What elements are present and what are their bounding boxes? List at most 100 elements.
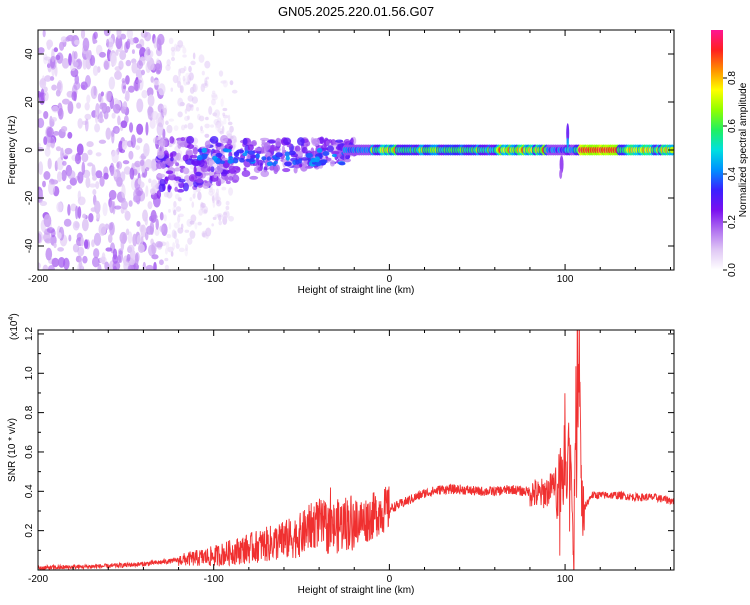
spectrogram-blob <box>136 234 144 247</box>
spectrogram-blob <box>139 159 145 167</box>
spectrogram-blob <box>67 131 73 139</box>
spectrogram-blob <box>158 259 164 266</box>
spectrogram-blob <box>228 176 234 181</box>
spectrogram-blob <box>49 55 57 70</box>
spectrogram-blob <box>119 231 128 244</box>
spectrogram-blob <box>87 149 93 156</box>
spectrogram-blob <box>265 151 271 157</box>
spectrogram-blob <box>147 94 155 107</box>
spectrogram-blob <box>109 200 115 214</box>
spectrogram-blob <box>151 254 159 260</box>
spectrogram-blob <box>82 213 87 219</box>
x-tick-label: -200 <box>28 274 48 285</box>
spectrogram-blob <box>219 160 225 165</box>
spectrogram-blob <box>156 190 162 199</box>
spectrogram-blob <box>61 98 70 105</box>
spectrogram-blob <box>209 124 215 128</box>
spectrogram-blob <box>217 178 222 187</box>
spectrogram-blob <box>86 94 91 104</box>
spectrogram-blob <box>284 151 290 157</box>
spectrogram-blob <box>212 199 216 209</box>
spectrogram-blob <box>345 154 351 160</box>
spectrogram-blob <box>335 139 344 143</box>
spectrogram-blob <box>173 222 180 229</box>
spectrogram-blob <box>220 135 229 144</box>
spectrogram-blob <box>128 257 136 266</box>
spectrogram-blob <box>55 146 62 152</box>
spectrogram-blob <box>119 33 127 40</box>
spectrogram-blob <box>260 146 265 154</box>
spectrogram-blob <box>177 80 182 88</box>
spectrogram-blob <box>121 80 127 94</box>
spectrogram-blob <box>137 177 142 185</box>
spectrogram-blob <box>176 152 182 161</box>
spectrogram-blob <box>223 148 232 153</box>
spectrogram-blob <box>221 125 225 135</box>
spectrogram-blob <box>187 122 194 130</box>
spectrogram-blob <box>145 46 151 56</box>
svg-text:(x104): (x104) <box>8 313 20 340</box>
spectrogram-blob <box>178 247 185 253</box>
spectrogram-blob <box>128 200 133 207</box>
spectrogram-blob <box>153 261 157 270</box>
spectrogram-blob <box>88 183 97 188</box>
spectrogram-blob <box>73 81 81 91</box>
spectrogram-blob <box>83 239 89 250</box>
spectrogram-blob <box>175 243 180 249</box>
spectrogram-blob <box>232 174 240 183</box>
spectrogram-blob <box>67 101 74 115</box>
spectrogram-blob <box>131 49 135 55</box>
spectrogram-blob <box>43 214 52 228</box>
spectrogram-blob <box>179 165 186 169</box>
spectrogram-blob <box>210 93 218 98</box>
spectrogram-blob <box>95 170 103 179</box>
spectrogram-blob <box>102 202 108 217</box>
spectrogram-blob <box>164 264 169 270</box>
spectrogram-blob <box>242 152 248 157</box>
spectrogram-blob <box>92 39 98 44</box>
spectrogram-blob <box>46 126 54 138</box>
spectrogram-blob <box>168 37 174 45</box>
spectrogram-blob <box>191 159 195 166</box>
spectrogram-blob <box>157 151 165 159</box>
spectrogram-blob <box>204 133 210 138</box>
spectrogram-blob <box>92 65 99 77</box>
spectrogram-blob <box>66 184 72 190</box>
spectrogram-blob <box>187 95 194 102</box>
spectrogram-blob <box>150 76 154 83</box>
spectrogram-blob <box>51 117 58 122</box>
spectrogram-blob <box>213 118 220 126</box>
spectrogram-blob <box>85 49 92 60</box>
spectrogram-y-axis: -40 -20 0 20 40 <box>24 48 674 253</box>
spectrogram-blob <box>115 128 119 134</box>
spectrogram-blob <box>184 247 188 257</box>
spectrogram-blob <box>57 256 66 268</box>
spectrogram-blob <box>118 140 123 153</box>
figure-title: GN05.2025.220.01.56.G07 <box>278 4 434 19</box>
spectrogram-blob <box>187 237 193 245</box>
spectrogram-blob <box>212 195 215 204</box>
spectrogram-blob <box>170 46 176 52</box>
spectrogram-blob <box>196 154 203 161</box>
spectrogram-blob <box>174 186 178 192</box>
spectrogram-blob <box>281 145 286 153</box>
spectrogram-blob <box>322 150 330 156</box>
y-tick-label: 0.2 <box>24 523 35 537</box>
spectrogram-blob <box>149 221 155 236</box>
spectrogram-blob <box>84 113 92 120</box>
spectrogram-blob <box>166 124 173 134</box>
snr-x-label: Height of straight line (km) <box>298 585 415 596</box>
x-tick-label: 0 <box>387 574 393 585</box>
spectrogram-blob <box>60 147 64 161</box>
spectrogram-blob <box>66 34 75 42</box>
spectrogram-blob <box>155 47 163 57</box>
spectrogram-blob <box>126 38 131 46</box>
spectrogram-blob <box>76 143 84 156</box>
spectrogram-blob <box>45 247 53 261</box>
spectrogram-blob <box>95 181 100 189</box>
spectrogram-blob <box>217 117 222 124</box>
spectrogram-blob <box>111 150 119 164</box>
spectrogram-blob <box>273 160 278 165</box>
spectrogram-blob <box>176 188 185 193</box>
